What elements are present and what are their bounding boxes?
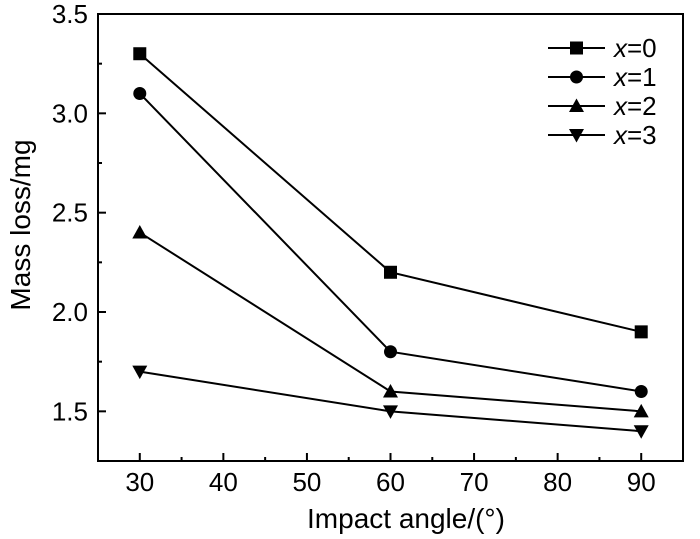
data-point [132, 225, 148, 239]
x-tick-label: 40 [209, 467, 238, 497]
data-point [633, 403, 649, 418]
y-tick-label: 2.0 [52, 297, 88, 327]
y-tick-label: 2.5 [52, 198, 88, 228]
legend-label: x=0 [612, 33, 657, 63]
x-tick-label: 90 [627, 467, 656, 497]
y-axis-title: Mass loss/mg [5, 139, 36, 310]
x-tick-label: 80 [543, 467, 572, 497]
legend-entry: x=1 [548, 62, 657, 92]
axis-ticks: 30 40 50 60 70 80 90 1.5 2.0 2.5 3.0 3.5 [52, 0, 656, 497]
data-point [384, 345, 397, 359]
data-point [383, 383, 398, 398]
legend-marker [570, 70, 583, 84]
x-tick-label: 50 [292, 467, 321, 497]
series-lines [132, 47, 649, 439]
x-tick-label: 30 [125, 467, 154, 497]
series-2 [132, 225, 649, 418]
legend-marker [570, 41, 583, 55]
legend-marker [569, 129, 584, 143]
legend-entry: x=2 [548, 91, 657, 121]
series-3 [132, 365, 649, 439]
legend-entry: x=0 [548, 33, 657, 63]
data-point [633, 425, 649, 439]
data-point [384, 265, 397, 279]
x-tick-label: 70 [460, 467, 489, 497]
legend-label: x=3 [612, 120, 657, 150]
x-tick-label: 60 [376, 467, 405, 497]
legend: x=0x=1x=2x=3 [548, 33, 657, 150]
data-point [634, 325, 648, 339]
series-1 [133, 86, 648, 398]
y-tick-label: 3.0 [52, 98, 88, 128]
legend-label: x=2 [612, 91, 657, 121]
x-axis-title: Impact angle/(°) [307, 503, 505, 534]
y-tick-label: 1.5 [52, 396, 88, 426]
legend-entry: x=3 [548, 120, 657, 150]
data-point [634, 384, 648, 398]
legend-label: x=1 [612, 62, 657, 92]
data-point [133, 86, 147, 100]
data-point [133, 47, 147, 61]
series-line [139, 52, 642, 333]
data-point [383, 405, 398, 419]
series-0 [133, 47, 648, 339]
data-point [132, 365, 148, 380]
legend-marker [569, 98, 584, 112]
y-tick-label: 3.5 [52, 0, 88, 29]
